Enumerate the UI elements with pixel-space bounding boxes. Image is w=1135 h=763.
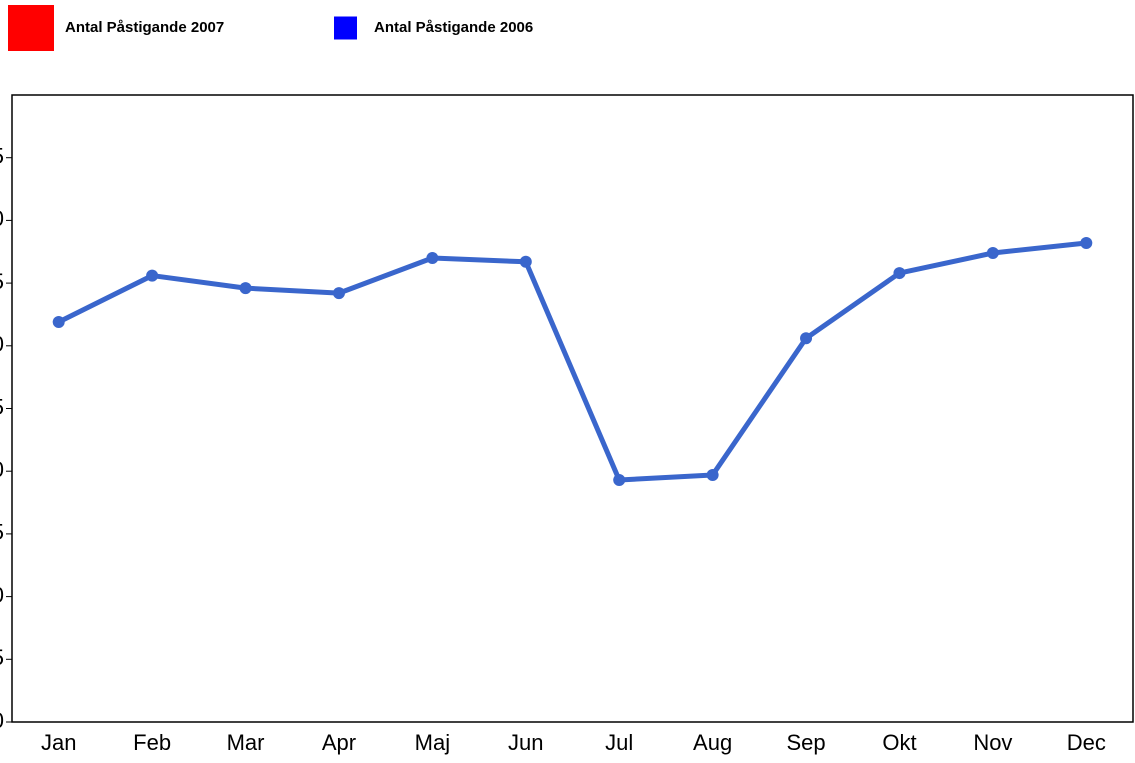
y-tick-label: 5 <box>0 269 4 294</box>
legend-swatch <box>8 5 54 51</box>
y-tick-label: 5 <box>0 520 4 545</box>
data-point <box>800 332 813 345</box>
data-line <box>57 240 1087 483</box>
y-tick-label: 5 <box>0 645 4 670</box>
data-point <box>519 255 532 268</box>
x-tick-label: Aug <box>693 730 732 755</box>
data-point <box>986 247 999 260</box>
data-point <box>613 473 626 486</box>
data-point <box>1080 236 1093 249</box>
data-point <box>332 287 345 300</box>
x-tick-label: Feb <box>133 730 171 755</box>
y-tick-label: 0 <box>0 708 4 733</box>
y-tick-label: 0 <box>0 582 4 607</box>
x-tick-label: Nov <box>973 730 1012 755</box>
data-point <box>426 252 439 265</box>
y-tick-label: 5 <box>0 144 4 169</box>
legend-label: Antal Påstigande 2007 <box>65 19 224 36</box>
data-point <box>52 315 65 328</box>
y-tick-label: 0 <box>0 332 4 357</box>
data-point <box>239 282 252 295</box>
x-tick-label: Okt <box>882 730 916 755</box>
legend-swatch <box>334 16 357 40</box>
data-point <box>146 269 159 282</box>
plot-frame <box>11 94 1134 723</box>
x-tick-label: Jun <box>508 730 543 755</box>
x-tick-label: Jul <box>605 730 633 755</box>
x-tick-label: Apr <box>322 730 356 755</box>
x-tick-label: Maj <box>415 730 450 755</box>
y-tick-label: 0 <box>0 457 4 482</box>
legend-label: Antal Påstigande 2006 <box>374 19 533 36</box>
x-tick-label: Mar <box>227 730 265 755</box>
x-tick-label: Jan <box>41 730 76 755</box>
y-tick-label: 5 <box>0 394 4 419</box>
y-tick-label: 0 <box>0 206 4 231</box>
data-point <box>706 468 719 481</box>
x-tick-label: Sep <box>786 730 825 755</box>
x-tick-label: Dec <box>1067 730 1106 755</box>
data-point <box>893 267 906 280</box>
